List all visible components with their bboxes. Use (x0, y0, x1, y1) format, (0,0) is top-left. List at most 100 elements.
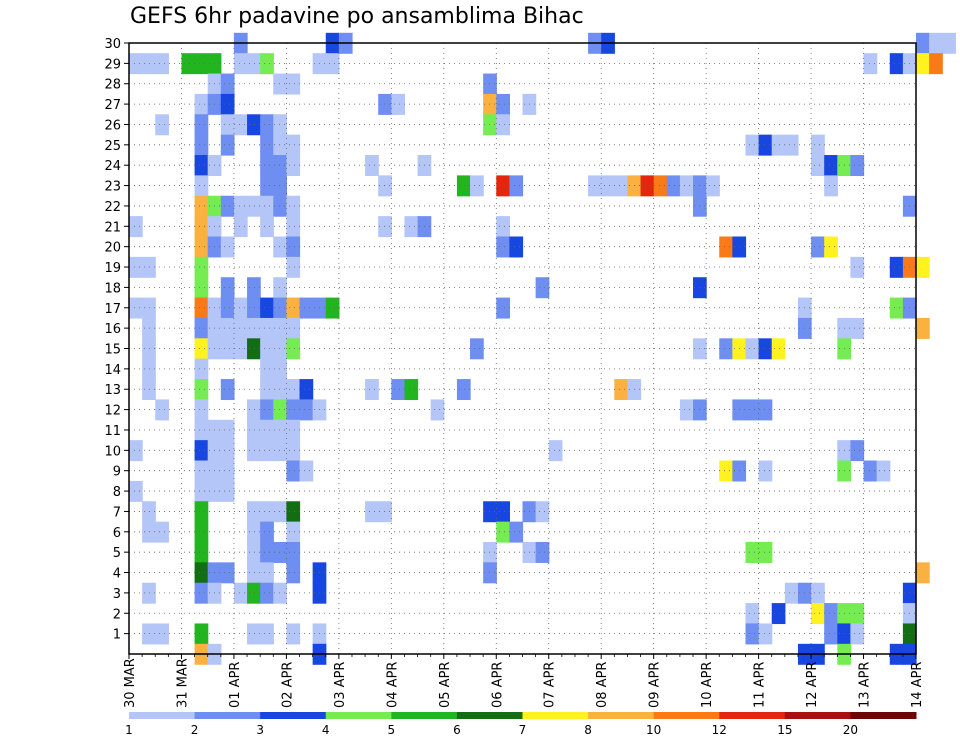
heatmap-cell (784, 134, 799, 156)
y-tick-label: 25 (104, 139, 121, 154)
heatmap-cell (771, 338, 786, 360)
heatmap-cell (273, 297, 287, 319)
heatmap-cell (614, 175, 629, 197)
heatmap-cell (129, 53, 143, 75)
heatmap-cell (220, 93, 235, 115)
heatmap-cell (142, 317, 156, 339)
heatmap-cell (194, 399, 209, 421)
heatmap-cell (247, 440, 261, 462)
heatmap-cell (456, 379, 471, 401)
x-tick-label: 04 APR (385, 662, 400, 708)
colorbar-swatch (522, 712, 589, 719)
heatmap-cell (758, 134, 773, 156)
heatmap-cell (194, 562, 209, 584)
heatmap-cell (129, 297, 143, 319)
y-tick-label: 3 (113, 587, 121, 602)
colorbar-swatch (784, 712, 851, 719)
heatmap-cell (273, 358, 287, 380)
y-tick-label: 29 (104, 57, 121, 72)
heatmap-cell (771, 134, 786, 156)
y-tick-label: 7 (113, 505, 121, 520)
heatmap-cell (220, 73, 235, 95)
y-tick-label: 20 (104, 241, 121, 256)
heatmap-cell (220, 562, 235, 584)
heatmap-cell (273, 399, 287, 421)
heatmap-cell (142, 501, 156, 523)
heatmap-cell (260, 338, 274, 360)
heatmap-cell (260, 134, 274, 156)
heatmap-cell (220, 114, 235, 136)
heatmap-cell (181, 53, 196, 75)
heatmap-cell (299, 399, 314, 421)
heatmap-cell (260, 297, 274, 319)
heatmap-cell (273, 277, 287, 299)
heatmap-cell (194, 460, 209, 482)
y-tick-label: 24 (104, 159, 121, 174)
heatmap-cell (286, 541, 301, 563)
heatmap-cell (247, 582, 261, 604)
heatmap-cell (745, 541, 760, 563)
heatmap-cell (771, 603, 786, 625)
heatmap-cell (863, 53, 878, 75)
heatmap-cell (496, 501, 510, 523)
y-tick-label: 12 (104, 404, 121, 419)
heatmap-cell (260, 562, 274, 584)
colorbar-swatch (260, 712, 327, 719)
heatmap-cell (286, 297, 301, 319)
heatmap-cell (286, 338, 301, 360)
heatmap-cell (286, 317, 301, 339)
heatmap-cell (233, 114, 248, 136)
heatmap-cell (378, 93, 392, 115)
heatmap-cell (260, 541, 274, 563)
heatmap-cell (260, 521, 274, 543)
y-tick-label: 30 (104, 37, 121, 52)
heatmap-cell (247, 338, 261, 360)
heatmap-cell (483, 73, 497, 95)
heatmap-cell (496, 236, 510, 258)
heatmap-cell (889, 256, 904, 278)
heatmap-cell (155, 114, 169, 136)
heatmap-cell (286, 562, 301, 584)
colorbar-label: 8 (584, 723, 592, 737)
heatmap-cell (496, 175, 510, 197)
colorbar-swatch (194, 712, 261, 719)
heatmap-cell (194, 134, 209, 156)
x-tick-label: 07 APR (543, 662, 558, 708)
colorbar-swatch (653, 712, 720, 719)
colorbar-label: 6 (453, 723, 461, 737)
heatmap-cell (916, 317, 930, 339)
heatmap-cell (220, 134, 235, 156)
heatmap-cell (811, 134, 825, 156)
heatmap-cell (811, 603, 825, 625)
heatmap-cell (194, 480, 209, 502)
heatmap-cell (194, 440, 209, 462)
heatmap-cell (220, 440, 235, 462)
heatmap-cell (286, 216, 301, 238)
heatmap-cell (679, 175, 694, 197)
colorbar-label: 7 (519, 723, 527, 737)
heatmap-cell (194, 277, 209, 299)
heatmap-cell (142, 338, 156, 360)
heatmap-cell (260, 114, 274, 136)
heatmap-cell (260, 175, 274, 197)
heatmap-cell (365, 501, 379, 523)
heatmap-cell (247, 114, 261, 136)
x-tick-label: 30 MAR (123, 658, 138, 708)
y-tick-label: 4 (113, 567, 121, 582)
heatmap-cell (220, 480, 235, 502)
heatmap-cell (916, 562, 930, 584)
heatmap-cell (496, 93, 510, 115)
y-tick-label: 11 (104, 424, 121, 439)
heatmap-cell (260, 379, 274, 401)
y-tick-label: 15 (104, 343, 121, 358)
y-tick-label: 5 (113, 546, 121, 561)
heatmap-cell (496, 216, 510, 238)
heatmap-cell (706, 175, 720, 197)
heatmap-cell (365, 379, 379, 401)
heatmap-cell (824, 155, 838, 176)
x-tick-label: 12 APR (805, 662, 820, 708)
heatmap-cell (220, 195, 235, 217)
heatmap-cell (916, 53, 930, 75)
heatmap-cell (876, 460, 891, 482)
